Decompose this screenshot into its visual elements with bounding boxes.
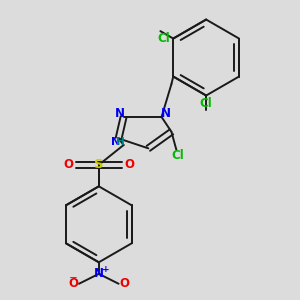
Text: N: N [94, 267, 104, 280]
Text: S: S [94, 158, 104, 171]
Text: O: O [124, 158, 134, 171]
Text: N: N [111, 137, 120, 147]
Text: Cl: Cl [172, 149, 184, 162]
Text: O: O [63, 158, 74, 171]
Text: N: N [115, 106, 124, 119]
Text: Cl: Cl [200, 97, 212, 110]
Text: O: O [120, 277, 130, 290]
Text: Cl: Cl [157, 32, 170, 45]
Text: +: + [102, 266, 110, 274]
Text: O: O [68, 277, 78, 290]
Text: H: H [116, 137, 125, 147]
Text: N: N [160, 106, 170, 119]
Text: −: − [69, 273, 77, 283]
